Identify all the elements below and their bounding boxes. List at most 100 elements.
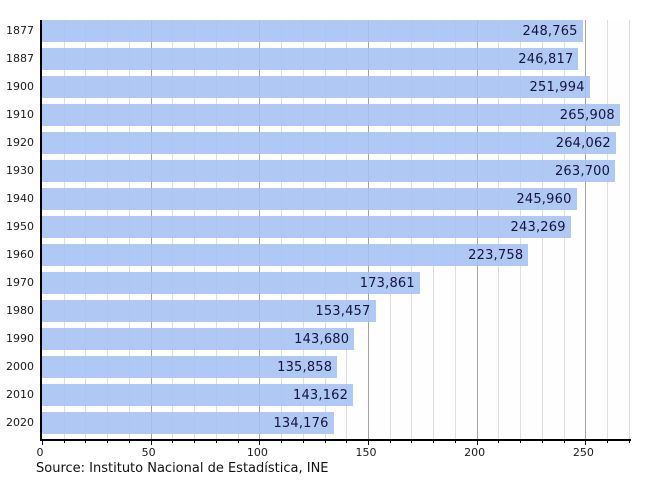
gridline-major [585,20,587,439]
bar: 246,817 [42,48,579,70]
x-axis-tick [389,439,391,443]
x-axis-tick [411,439,413,443]
bar-value-label: 243,269 [510,219,566,235]
bar: 245,960 [42,188,577,210]
x-axis-tick [324,439,326,443]
x-tick-label: 250 [572,446,594,459]
bar-row: 223,758 [42,244,631,266]
bar-row: 264,062 [42,132,631,154]
y-axis-label: 1950 [6,220,34,233]
bar-row: 248,765 [42,20,631,42]
x-tick-label: 100 [246,446,268,459]
bar: 134,176 [42,412,334,434]
source-caption: Source: Instituto Nacional de Estadístic… [36,461,329,476]
bar: 143,162 [42,384,354,406]
x-axis-tick [281,439,283,443]
bar-row: 265,908 [42,104,631,126]
y-axis-label: 2010 [6,388,34,401]
gridline-minor [607,20,609,439]
bar-value-label: 245,960 [516,191,572,207]
bar-value-label: 153,457 [315,303,371,319]
x-axis-tick [498,439,500,443]
x-axis-tick [85,439,87,443]
bar-row: 135,858 [42,356,631,378]
bar: 248,765 [42,20,583,42]
bar-value-label: 223,758 [468,247,524,263]
x-tick-label: 50 [141,446,156,459]
bar-value-label: 246,817 [518,51,574,67]
y-axis-label: 2020 [6,416,34,429]
x-axis-tick [346,439,348,443]
x-axis-tick [128,439,130,443]
x-axis-tick [454,439,456,443]
bar: 143,680 [42,328,355,350]
bar: 173,861 [42,272,420,294]
bar: 223,758 [42,244,529,266]
y-axis-label: 1877 [6,24,34,37]
bar-value-label: 265,908 [559,107,615,123]
y-axis-label: 1970 [6,276,34,289]
bar-row: 143,680 [42,328,631,350]
bar-value-label: 173,861 [359,275,415,291]
y-axis-label: 1990 [6,332,34,345]
x-axis-tick [42,439,43,445]
x-axis-tick [107,439,109,443]
x-tick-label: 200 [464,446,486,459]
bar: 153,457 [42,300,376,322]
x-axis-tick [433,439,435,443]
x-axis-tick [541,439,543,443]
bar-row: 251,994 [42,76,631,98]
bar-row: 243,269 [42,216,631,238]
x-axis-tick [520,439,522,443]
x-axis-tick [628,439,630,443]
bar-row: 153,457 [42,300,631,322]
bar: 263,700 [42,160,616,182]
x-axis-tick [476,439,478,445]
y-axis-label: 1910 [6,108,34,121]
bar: 135,858 [42,356,338,378]
x-axis-tick [237,439,239,443]
x-axis-tick [585,439,587,445]
bar-value-label: 143,680 [294,331,350,347]
x-axis-tick [215,439,217,443]
y-axis-label: 1940 [6,192,34,205]
x-tick-label: 150 [355,446,377,459]
bar-row: 173,861 [42,272,631,294]
bar-value-label: 248,765 [522,23,578,39]
y-axis-label: 1980 [6,304,34,317]
y-axis-label: 1900 [6,80,34,93]
x-tick-label: 0 [36,446,44,459]
bar-value-label: 251,994 [529,79,585,95]
bar: 243,269 [42,216,571,238]
bar: 251,994 [42,76,590,98]
plot-area: 248,765 246,817 251,994 265,908 264,062 263,7… [40,20,631,445]
y-axis-label: 1960 [6,248,34,261]
bar: 264,062 [42,132,616,154]
bar-value-label: 135,858 [277,359,333,375]
x-axis-tick [194,439,196,443]
y-axis-label: 1920 [6,136,34,149]
bar-value-label: 263,700 [554,163,611,179]
bar-row: 245,960 [42,188,631,210]
bar-row: 263,700 [42,160,631,182]
bar: 265,908 [42,104,620,126]
x-axis-tick [302,439,304,443]
x-axis-tick [259,439,261,445]
x-axis-tick [563,439,565,443]
bar-value-label: 134,176 [273,415,329,431]
y-axis-label: 1887 [6,52,34,65]
x-axis-tick [172,439,174,443]
bar-value-label: 143,162 [292,387,349,403]
gridline-minor [628,20,630,439]
x-axis-tick [63,439,65,443]
bar-value-label: 264,062 [555,135,611,151]
bar-row: 134,176 [42,412,631,434]
x-axis-tick [150,439,152,445]
y-axis-label: 2000 [6,360,34,373]
x-axis-tick [368,439,369,445]
y-axis-label: 1930 [6,164,34,177]
bar-row: 143,162 [42,384,631,406]
bar-row: 246,817 [42,48,631,70]
x-axis-tick [607,439,609,443]
